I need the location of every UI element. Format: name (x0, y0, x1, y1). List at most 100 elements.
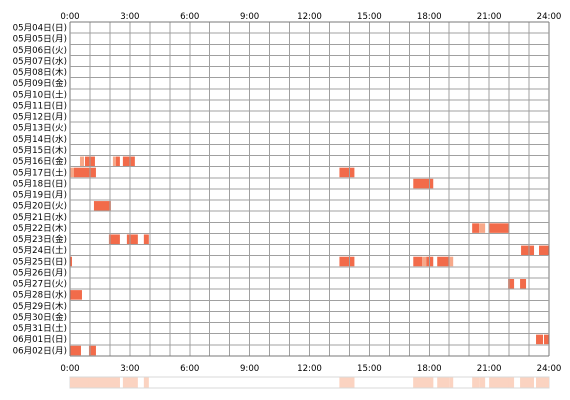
day-label: 05月25日(日) (13, 256, 67, 267)
summary-mark (70, 377, 81, 388)
day-label: 05月19日(月) (13, 190, 67, 201)
day-label: 05月26日(月) (13, 267, 67, 278)
activity-bar (472, 223, 480, 233)
activity-bar (79, 156, 84, 167)
activity-bars (70, 156, 549, 356)
day-label: 05月08日(木) (13, 66, 67, 78)
day-label: 05月20日(火) (13, 201, 67, 212)
day-label: 05月29日(木) (13, 300, 67, 312)
activity-bar (413, 256, 423, 267)
summary-mark (93, 377, 111, 388)
summary-mark (521, 377, 535, 388)
day-label: 05月07日(水) (13, 55, 67, 67)
summary-mark (126, 377, 138, 388)
grid-lines (69, 21, 550, 357)
day-label: 05月13日(火) (13, 123, 67, 134)
day-label: 06月02日(月) (13, 345, 67, 356)
activity-bar (489, 223, 510, 233)
activity-bar (339, 256, 355, 267)
day-label: 05月04日(日) (13, 23, 67, 34)
summary-mark (73, 377, 96, 388)
activity-bar (126, 234, 138, 244)
hour-label-top: 3:00 (120, 12, 139, 22)
day-label: 05月31日(土) (13, 322, 67, 334)
activity-bar (122, 156, 135, 167)
hour-label-bottom: 3:00 (120, 364, 139, 374)
activity-bar (88, 345, 96, 356)
summary-mark (143, 377, 149, 388)
hour-label-bottom: 9:00 (240, 364, 259, 374)
activity-bar (339, 167, 355, 178)
activity-bar (520, 278, 527, 289)
activity-bar (508, 278, 515, 289)
hour-label-top: 6:00 (180, 12, 199, 22)
hour-label-top: 12:00 (297, 12, 322, 22)
activity-bar (437, 256, 450, 267)
summary-mark (422, 377, 427, 388)
activity-bar (544, 334, 549, 345)
activity-bar (449, 256, 454, 267)
hour-label-bottom: 6:00 (180, 364, 199, 374)
day-label: 06月01日(日) (13, 334, 67, 345)
day-label: 05月30日(金) (13, 311, 67, 323)
day-label: 05月15日(木) (13, 144, 67, 156)
day-label: 05月21日(水) (13, 211, 67, 223)
summary-mark (449, 377, 454, 388)
hour-label-bottom: 18:00 (417, 364, 442, 374)
daily-summary-strip (69, 376, 550, 389)
summary-mark (339, 377, 355, 388)
activity-bar (536, 334, 544, 345)
activity-bar (112, 156, 116, 167)
hour-label-top: 18:00 (417, 12, 442, 22)
activity-bar (143, 234, 149, 244)
summary-mark (437, 377, 450, 388)
day-label: 05月09日(金) (13, 77, 67, 89)
activity-bar (479, 223, 486, 233)
activity-bar (521, 245, 535, 256)
day-label: 05月06日(火) (13, 45, 67, 56)
activity-bar (70, 290, 82, 300)
day-label: 05月11日(日) (13, 100, 67, 111)
activity-bar (115, 156, 120, 167)
summary-mark (472, 377, 480, 388)
hour-label-top: 21:00 (477, 12, 502, 22)
summary-mark (520, 377, 527, 388)
hour-label-top: 0:00 (60, 12, 79, 22)
hour-label-top: 15:00 (357, 12, 382, 22)
hour-label-bottom: 12:00 (297, 364, 322, 374)
summary-mark (426, 377, 434, 388)
summary-mark (489, 377, 510, 388)
day-label: 05月17日(土) (13, 166, 67, 178)
activity-bar (422, 256, 427, 267)
activity-bar (70, 345, 81, 356)
summary-mark (544, 377, 549, 388)
day-label: 05月10日(土) (13, 88, 67, 100)
hour-label-bottom: 0:00 (60, 364, 79, 374)
summary-mark (108, 377, 120, 388)
summary-mark (508, 377, 515, 388)
day-label: 05月12日(月) (13, 112, 67, 123)
hour-label-top: 9:00 (240, 12, 259, 22)
activity-bar (93, 201, 111, 211)
day-label: 05月22日(木) (13, 222, 67, 234)
activity-bar (413, 178, 434, 189)
day-label: 05月05日(月) (13, 34, 67, 45)
day-label: 05月18日(日) (13, 178, 67, 189)
summary-mark (536, 377, 544, 388)
hour-label-top: 24:00 (537, 12, 562, 22)
summary-mark (88, 377, 96, 388)
activity-bar (73, 167, 96, 178)
day-label: 05月14日(水) (13, 133, 67, 145)
activity-bar (426, 256, 434, 267)
day-label: 05月16日(金) (13, 155, 67, 167)
activity-bar (70, 167, 74, 178)
hour-label-bottom: 15:00 (357, 364, 382, 374)
summary-mark (479, 377, 486, 388)
activity-bar (70, 256, 72, 267)
hour-label-bottom: 24:00 (537, 364, 562, 374)
hour-labels-top: 0:00 3:00 6:00 9:00 12:00 15:00 18:00 21:00 24:0… (60, 12, 561, 22)
activity-bar (539, 245, 549, 256)
day-labels: 05月04日(日)05月05日(月)05月06日(火)05月07日(水)05月0… (13, 23, 67, 357)
activity-bar (108, 234, 120, 244)
